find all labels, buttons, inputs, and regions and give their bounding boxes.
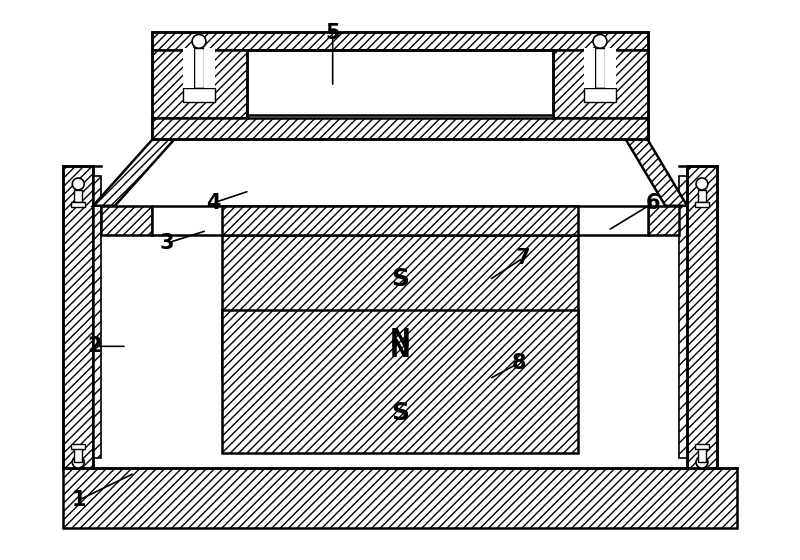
Bar (183, 88, 215, 102)
Bar (647, 206, 679, 235)
Bar (698, 190, 706, 202)
Circle shape (72, 456, 84, 468)
Bar (194, 48, 204, 88)
Bar (63, 468, 737, 528)
Text: 3: 3 (159, 234, 174, 253)
Bar (71, 202, 85, 207)
Bar (222, 235, 578, 379)
Bar (71, 444, 85, 449)
Bar (63, 166, 93, 468)
Text: S: S (391, 267, 409, 291)
Text: 7: 7 (515, 248, 530, 268)
Polygon shape (626, 139, 687, 206)
Text: 8: 8 (511, 353, 526, 373)
Bar (695, 444, 709, 449)
Bar (246, 50, 554, 115)
Text: 6: 6 (646, 193, 661, 213)
Bar (595, 48, 605, 88)
Bar (101, 206, 153, 235)
Bar (698, 449, 706, 462)
Bar (74, 190, 82, 202)
Text: 4: 4 (206, 193, 221, 213)
Text: N: N (390, 338, 410, 362)
Circle shape (593, 35, 607, 48)
Bar (584, 48, 595, 88)
Bar (222, 310, 578, 453)
Text: S: S (391, 401, 409, 425)
Bar (183, 48, 194, 88)
Bar (554, 50, 647, 139)
Bar (153, 50, 246, 139)
Bar (679, 176, 687, 458)
Text: 5: 5 (326, 24, 340, 44)
Bar (222, 206, 578, 235)
Circle shape (192, 35, 206, 48)
Bar (584, 88, 616, 102)
Bar (204, 48, 215, 88)
Bar (74, 449, 82, 462)
Text: 2: 2 (88, 337, 102, 356)
Text: 1: 1 (72, 490, 86, 510)
Bar (153, 206, 647, 235)
Bar (153, 32, 647, 50)
Text: N: N (390, 327, 410, 351)
Circle shape (696, 456, 708, 468)
Bar (101, 166, 679, 468)
Circle shape (72, 178, 84, 190)
Bar (153, 118, 647, 139)
Circle shape (696, 178, 708, 190)
Bar (687, 166, 717, 468)
Polygon shape (93, 139, 174, 206)
Bar (695, 202, 709, 207)
Bar (605, 48, 616, 88)
Bar (93, 176, 101, 458)
